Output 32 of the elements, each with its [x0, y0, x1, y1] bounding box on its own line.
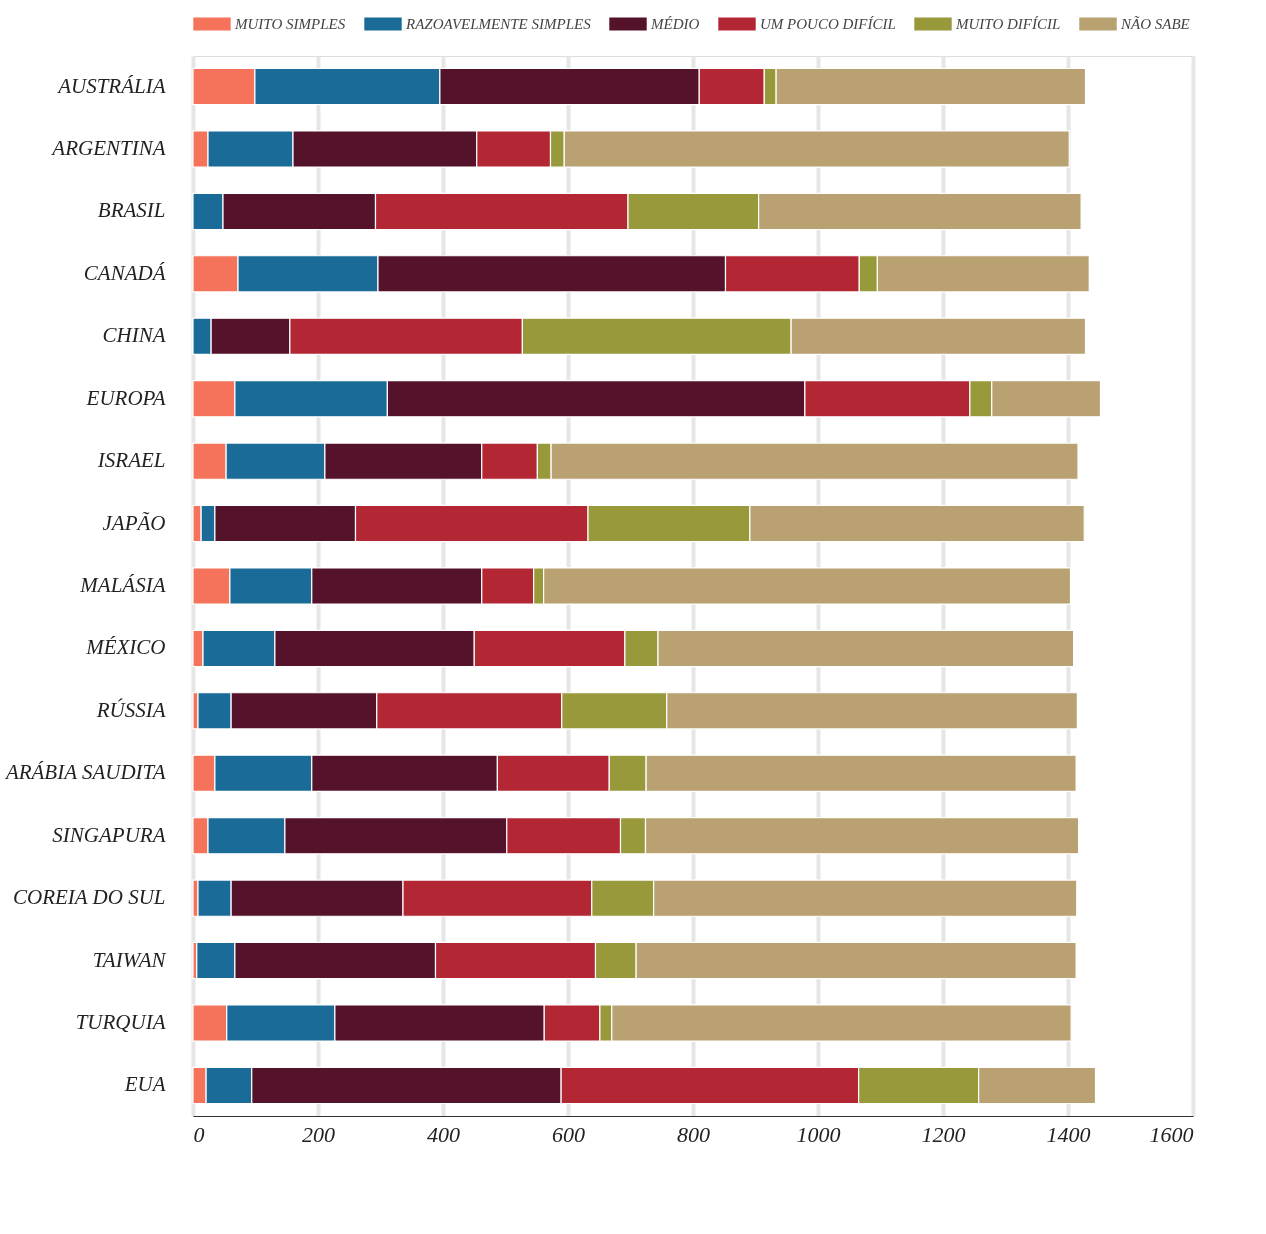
- x-tick-label: 400: [427, 1121, 460, 1147]
- x-tick-label: 0: [193, 1121, 205, 1147]
- y-tick-label: MÉXICO: [85, 635, 166, 660]
- y-tick-label: EUROPA: [85, 385, 166, 410]
- y-tick-label: RÚSSIA: [95, 697, 166, 722]
- x-tick-label: 1600: [1149, 1121, 1194, 1147]
- y-tick-label: EUA: [123, 1072, 166, 1097]
- y-tick-label: TAIWAN: [92, 947, 167, 972]
- legend-label: MUITO SIMPLES: [234, 16, 346, 32]
- y-tick-label: CHINA: [102, 323, 166, 348]
- legend-label: RAZOAVELMENTE SIMPLES: [405, 16, 592, 32]
- legend-label: MUITO DIFÍCIL: [955, 16, 1061, 32]
- y-tick-label: TURQUIA: [75, 1009, 166, 1034]
- legend-label: NÃO SABE: [1120, 16, 1190, 32]
- x-tick-label: 1000: [796, 1121, 841, 1147]
- y-tick-label: JAPÃO: [102, 510, 166, 535]
- y-tick-label: CANADÁ: [83, 260, 166, 285]
- x-tick-label: 600: [552, 1121, 585, 1147]
- y-tick-label: BRASIL: [97, 198, 166, 223]
- y-tick-label: ISRAEL: [96, 448, 166, 473]
- x-tick-label: 800: [677, 1121, 710, 1147]
- x-tick-label: 200: [302, 1121, 335, 1147]
- y-tick-label: ARÁBIA SAUDITA: [3, 760, 166, 785]
- y-tick-label: SINGAPURA: [52, 822, 166, 847]
- y-tick-label: ARGENTINA: [50, 136, 166, 161]
- legend-label: MÉDIO: [650, 16, 700, 32]
- x-tick-label: 1400: [1046, 1121, 1091, 1147]
- x-tick-label: 1200: [921, 1121, 966, 1147]
- y-tick-label: AUSTRÁLIA: [56, 73, 166, 98]
- y-tick-label: MALÁSIA: [79, 573, 166, 597]
- legend-label: UM POUCO DIFÍCIL: [760, 16, 896, 32]
- y-tick-label: COREIA DO SUL: [13, 885, 166, 910]
